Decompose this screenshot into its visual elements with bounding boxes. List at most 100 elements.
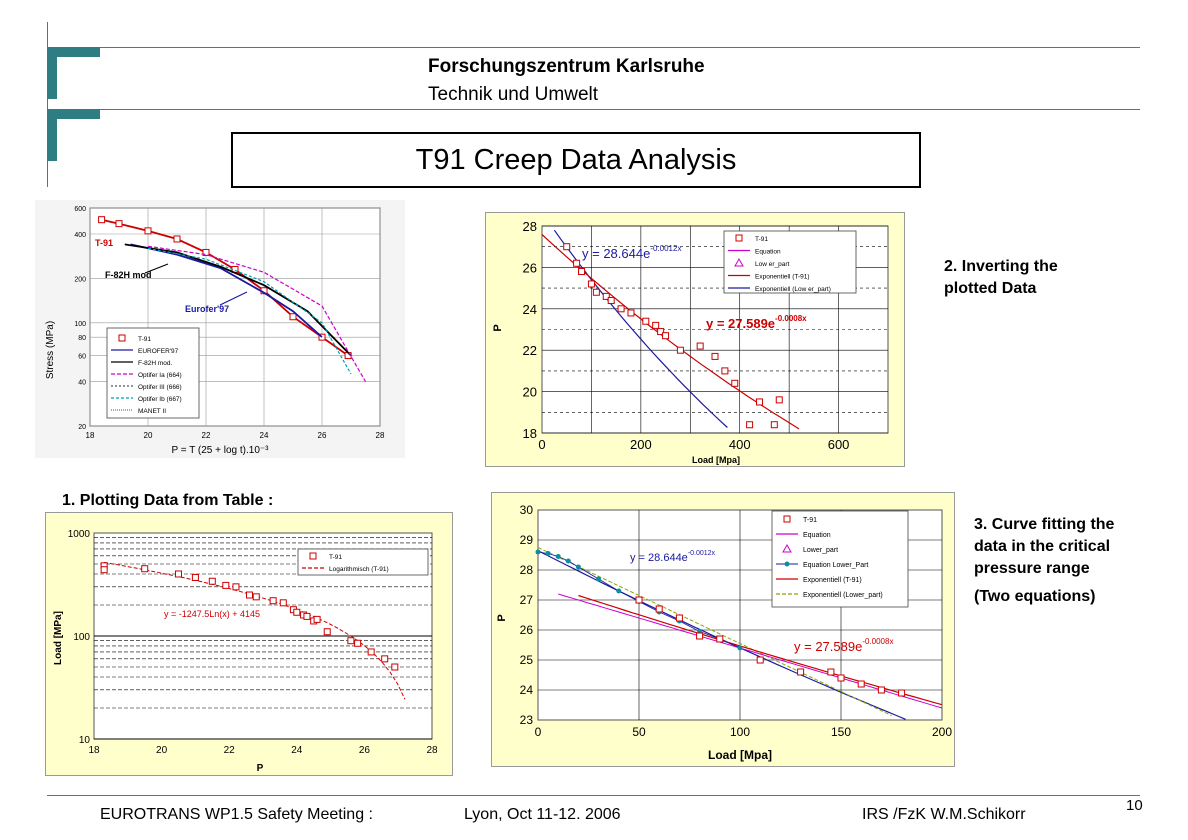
footer-meeting: EUROTRANS WP1.5 Safety Meeting :: [100, 806, 373, 823]
step2-line1: 2. Inverting the: [944, 258, 1058, 275]
step2-point-6: [607, 297, 615, 305]
step1-xtick-3: 24: [291, 745, 303, 756]
ref-t91-point-0: [98, 216, 106, 224]
legend-label-2: Low er_part: [755, 261, 790, 268]
step3-chart-panel: 0 50 100 150 200 23 24 25 26 27 28 29 30 P Load [Mpa…: [491, 492, 955, 767]
ref-series-line-0: [101, 218, 349, 357]
step2-note: 2. Inverting the plotted Data: [944, 256, 1058, 300]
step2-chart-panel: 0 200 400 600 18 20 22 24 26 28 P Load [Mpa] T-91…: [485, 212, 905, 467]
legend-marker-0: [118, 334, 126, 342]
header-rule-top: [47, 47, 1140, 48]
step3-point-10: [877, 686, 885, 694]
step3-ytick-2: 25: [520, 653, 534, 667]
step2-point-13: [676, 346, 684, 354]
legend-marker-0: [309, 552, 317, 560]
step1-xtick-4: 26: [359, 745, 371, 756]
step2-ylabel: P: [492, 324, 504, 331]
step1-point-13: [293, 608, 301, 616]
reference-xlabel: P = T (25 + log t).10⁻³: [171, 445, 269, 456]
footer-place-date: Lyon, Oct 11-12. 2006: [464, 806, 621, 823]
step1-xtick-2: 22: [224, 745, 236, 756]
step2-point-3: [587, 280, 595, 288]
step3-ytick-4: 27: [520, 593, 534, 607]
step2-point-12: [662, 332, 670, 340]
organization-name: Forschungszentrum Karlsruhe: [428, 56, 705, 77]
step1-series: [100, 561, 406, 700]
step2-ytick-5: 28: [523, 219, 537, 234]
ref-xtick-4: 26: [318, 431, 327, 440]
step3-xtick-4: 200: [932, 725, 952, 739]
step2-line2: plotted Data: [944, 280, 1037, 297]
step2-point-21: [775, 396, 783, 404]
step3-point-2: [675, 614, 683, 622]
reference-legend-items: T-91 EUROFER'97 F-82H mod. Optifer Ia (664)…: [111, 334, 182, 415]
legend-label-5: Exponentiell (Lower_part): [803, 592, 883, 599]
step2-point-18: [746, 421, 754, 429]
step1-point-3: [175, 570, 182, 578]
step1-point-2: [141, 565, 149, 573]
step3-expo-lower: [537, 547, 892, 716]
ref-ytick-5: 200: [74, 276, 86, 283]
step1-note: 1. Plotting Data from Table :: [62, 492, 274, 509]
step3-lower-point-6: [616, 588, 622, 594]
step3-lower-point-2: [555, 554, 561, 559]
step3-chart: 0 50 100 150 200 23 24 25 26 27 28 29 30 P Load [Mpa…: [496, 503, 952, 762]
step1-xtick-0: 18: [88, 745, 100, 756]
legend-label-1: Equation: [755, 249, 781, 256]
step2-xtick-0: 0: [538, 437, 545, 452]
step1-xtick-5: 28: [426, 745, 438, 756]
ref-ytick-7: 600: [74, 206, 86, 213]
step1-ylabel: Load [MPa]: [53, 611, 64, 665]
ref-series-line-3: [147, 245, 367, 382]
footer-rule: [47, 795, 1140, 796]
step2-point-17: [731, 379, 739, 387]
step3-point-0: [635, 596, 643, 604]
ref-t91-point-7: [289, 313, 297, 321]
step3-note: 3. Curve fitting the data in the critica…: [974, 514, 1114, 608]
step3-ytick-6: 29: [520, 533, 534, 547]
step1-grid: [94, 537, 432, 740]
legend-label-1: Logarithmisch (T-91): [329, 566, 389, 573]
step1-point-7: [232, 583, 240, 591]
step2-legend: [723, 230, 857, 294]
step1-point-21: [367, 648, 375, 656]
ref-ytick-1: 40: [78, 380, 86, 387]
step3-equation-2: y = 27.589e-0.0008x: [794, 637, 893, 654]
legend-label-0: T-91: [329, 554, 342, 561]
step3-ytick-7: 30: [520, 503, 534, 517]
legend-label-4: Exponentiell (Low er_part): [755, 286, 831, 293]
ref-xtick-3: 24: [260, 431, 269, 440]
ref-xtick-1: 20: [144, 431, 153, 440]
legend-marker-2: [782, 543, 792, 553]
step1-trendline: [104, 561, 406, 700]
left-rule: [47, 22, 48, 187]
step3-point-8: [837, 674, 845, 682]
step3-point-7: [827, 668, 835, 676]
step3-point-4: [716, 635, 724, 643]
step3-point-5: [756, 656, 764, 664]
legend-label-2: Lower_part: [803, 547, 838, 554]
step2-ytick-0: 18: [523, 426, 537, 441]
step3-legend: [771, 510, 909, 608]
step2-equation-1: y = 28.644e-0.0012x: [582, 244, 681, 261]
reference-annotation-eurofer: Eurofer'97: [185, 304, 229, 314]
step2-series: [541, 229, 800, 430]
step3-point-9: [857, 680, 865, 688]
step2-ytick-2: 22: [523, 343, 537, 358]
step2-xtick-3: 600: [828, 437, 850, 452]
step1-chart-panel: 18 20 22 24 26 28 10 100 1000 Load [MPa] P T-91 L…: [45, 512, 453, 776]
reference-annotation-f82h: F-82H mod: [105, 270, 152, 280]
header-rule-bottom: [47, 109, 1140, 110]
ref-ytick-4: 100: [74, 321, 86, 328]
legend-label-3: Equation Lower_Part: [803, 562, 868, 569]
step1-point-5: [208, 577, 216, 585]
slide-title: T91 Creep Data Analysis: [231, 132, 921, 188]
legend-label-6: MANET II: [138, 408, 166, 415]
step3-point-1: [655, 605, 663, 613]
step2-point-20: [770, 421, 778, 429]
step1-point-1: [100, 566, 108, 574]
step3-line2: data in the critical: [974, 538, 1111, 555]
step1-point-10: [269, 597, 277, 605]
step3-ytick-1: 24: [520, 683, 534, 697]
